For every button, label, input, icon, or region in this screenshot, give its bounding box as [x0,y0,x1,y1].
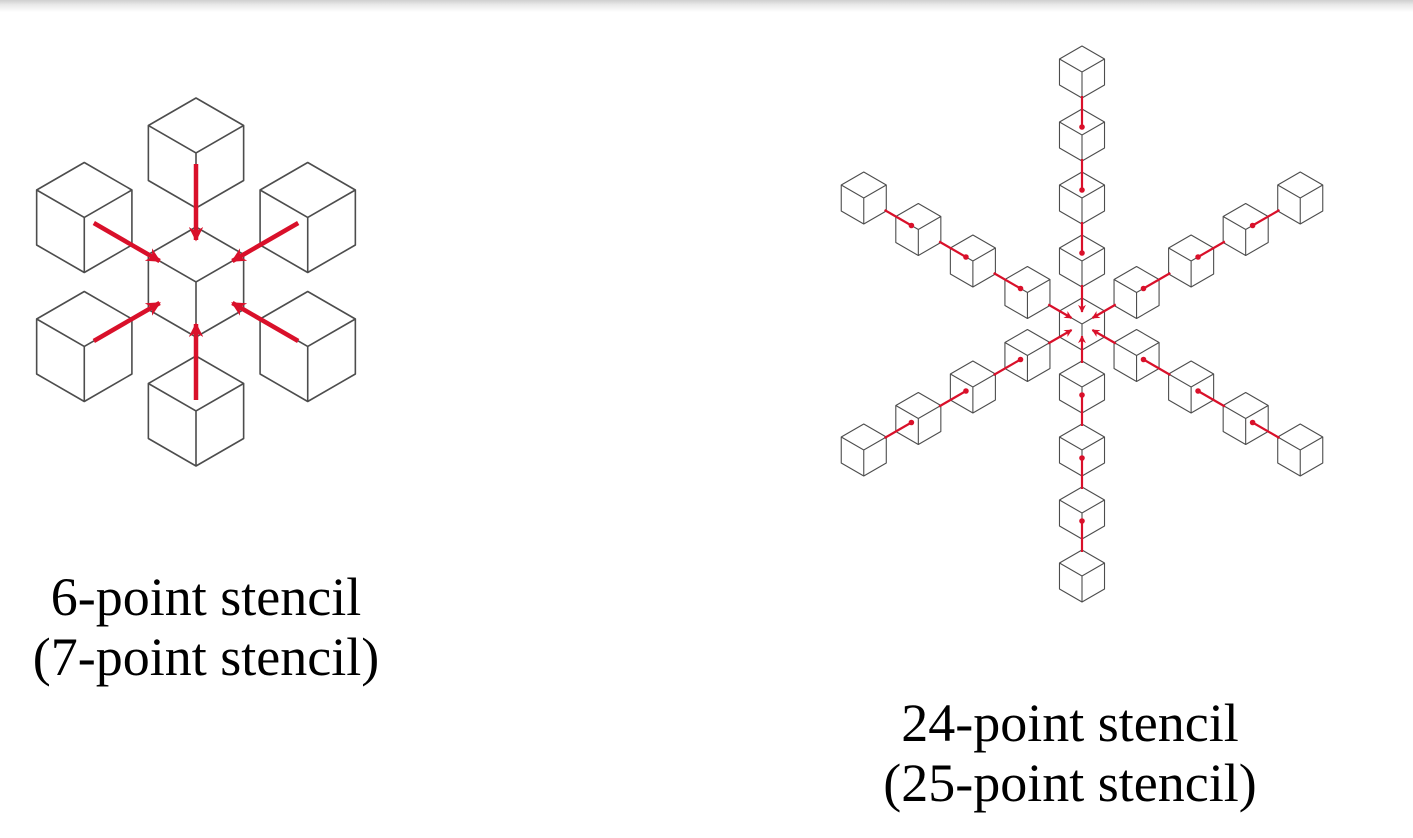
arm-lower-left-cube-3 [895,391,942,446]
seven-point-stencil-subtitle: (7-point stencil) [32,627,380,687]
arm-lower-left-cube-2 [949,360,996,414]
neighbor-cube-down [147,355,245,467]
arm-upper-left-cube-4 [840,171,887,225]
arrow-from-upper-left [92,221,161,263]
arm-upper-right-dot-1 [1140,285,1147,292]
arm-upper-right-cube-3 [1222,202,1269,257]
arm-upper-left-cube-2 [949,234,996,288]
arm-up-cube-1 [1058,234,1106,288]
arm-lower-right-link-3 [1197,390,1226,408]
six-point-stencil-caption: 6-point stencil (7-point stencil) [0,567,412,687]
arm-upper-left-cube-3 [895,202,942,257]
twenty-five-point-stencil-subtitle: (25-point stencil) [883,753,1257,813]
arm-upper-right-link-2 [1142,272,1171,290]
arm-upper-right-cube-2 [1168,234,1215,288]
center-cube [147,226,245,338]
arm-up-dot-1 [1079,250,1085,256]
arm-lower-right-link-2 [1142,358,1171,376]
twenty-four-point-stencil-title: 24-point stencil [901,693,1239,753]
arm-lower-left-link-3 [938,390,967,408]
arm-down-cube-3 [1058,486,1106,540]
arm-lower-left-dot-3 [908,419,915,426]
top-edge-shadow [0,0,1413,12]
twenty-four-point-stencil-diagram [840,45,1324,603]
arm-lower-left-center-arrow [1047,329,1073,345]
arm-up-cube-4 [1058,45,1106,99]
arrow-from-upper-right [231,221,300,263]
arm-lower-right-cube-4 [1277,423,1324,477]
arm-lower-right-dot-2 [1195,388,1201,394]
arm-down-dot-1 [1079,392,1085,398]
six-point-stencil-diagram [35,97,357,467]
arm-upper-left-center-arrow [1047,303,1073,319]
arm-upper-right-link-3 [1197,240,1226,258]
arm-lower-left-dot-1 [1017,356,1024,363]
arm-up-dot-3 [1079,124,1085,130]
arm-lower-right-link-4 [1252,421,1281,439]
arm-upper-left-link-2 [993,272,1022,290]
arm-down-dot-2 [1079,455,1085,461]
neighbor-cube-upper-right [259,161,357,274]
arm-upper-right-dot-2 [1195,254,1201,260]
arm-lower-left-cube-4 [840,423,887,477]
arm-lower-right-cube-1 [1113,328,1160,383]
arrow-from-lower-right [231,301,300,343]
arm-upper-left-dot-2 [963,254,969,260]
arm-upper-right-dot-3 [1249,222,1256,229]
arm-lower-right-cube-2 [1168,360,1215,414]
twenty-four-point-stencil-caption: 24-point stencil (25-point stencil) [820,693,1320,813]
arm-upper-left-dot-3 [908,222,915,229]
arm-upper-right-cube-4 [1277,171,1324,225]
arm-lower-left-dot-2 [963,388,969,394]
arm-lower-left-link-4 [883,421,912,439]
arm-lower-right-cube-3 [1222,391,1269,446]
arrow-from-lower-left [92,301,161,343]
arm-up-dot-2 [1079,187,1085,193]
arm-upper-left-link-3 [938,240,967,258]
arm-lower-left-cube-1 [1004,328,1051,383]
arm-upper-left-link-4 [883,209,912,227]
neighbor-cube-up [147,97,245,209]
arm-upper-left-dot-1 [1017,285,1024,292]
arm-lower-right-dot-3 [1249,419,1256,426]
arm-lower-left-link-2 [993,358,1022,376]
arm-upper-left-cube-1 [1004,265,1051,320]
neighbor-cube-lower-left [35,290,133,403]
neighbor-cube-lower-right [259,290,357,403]
arm-down-dot-3 [1079,518,1085,524]
neighbor-cube-upper-left [35,161,133,274]
arm-upper-right-center-arrow [1091,303,1117,319]
arm-lower-right-dot-1 [1140,356,1147,363]
arm-lower-right-center-arrow [1091,329,1117,345]
arm-upper-right-cube-1 [1113,265,1160,320]
arm-upper-right-link-4 [1252,209,1281,227]
six-point-stencil-title: 6-point stencil [50,567,362,627]
arm-down-cube-4 [1058,549,1106,603]
